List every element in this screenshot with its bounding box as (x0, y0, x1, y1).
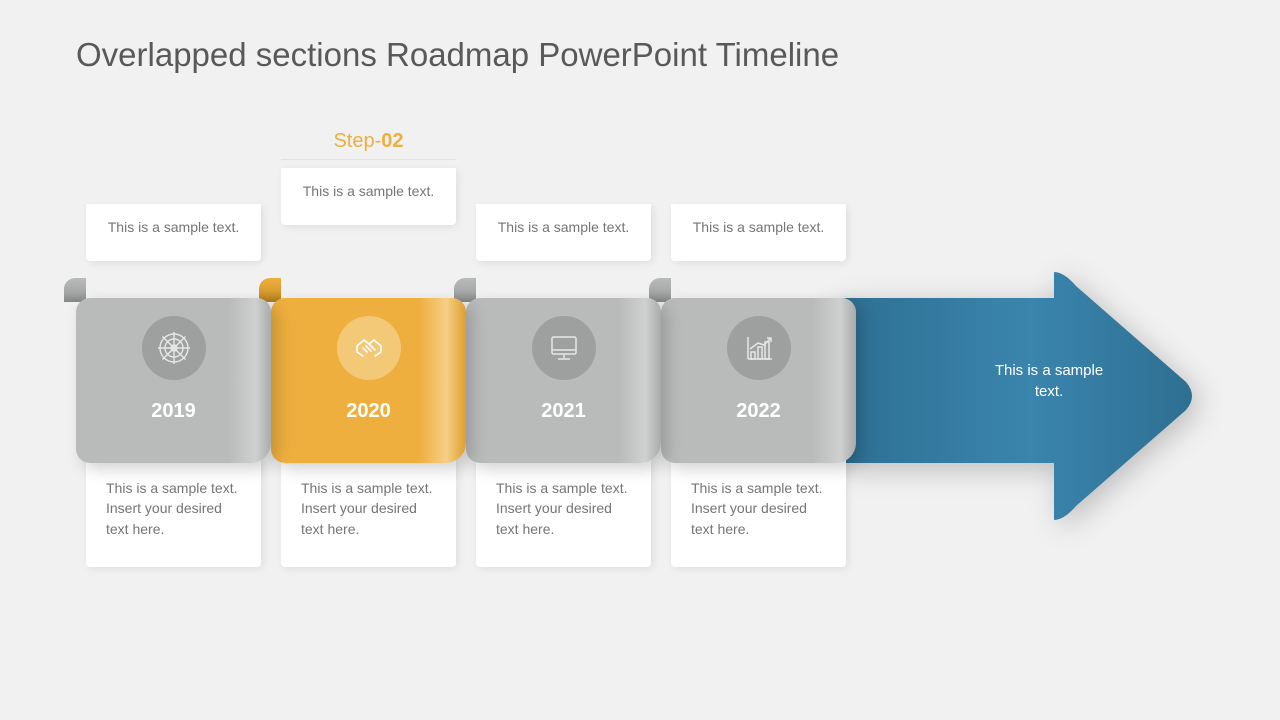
year-card: 2022 (661, 298, 856, 463)
upper-text: This is a sample text. (689, 218, 828, 237)
lower-text: This is a sample text. Insert your desir… (301, 478, 436, 539)
monitor-icon (532, 316, 596, 380)
slide-title: Overlapped sections Roadmap PowerPoint T… (76, 36, 839, 74)
year-label: 2020 (271, 400, 466, 423)
upper-card: This is a sample text. (86, 204, 261, 261)
upper-text: This is a sample text. (104, 218, 243, 237)
year-card: 2020 (271, 298, 466, 463)
lower-text: This is a sample text. Insert your desir… (106, 478, 241, 539)
upper-text: This is a sample text. (299, 182, 438, 201)
upper-card: This is a sample text. (671, 204, 846, 261)
lower-card: This is a sample text. Insert your desir… (281, 460, 456, 567)
lower-card: This is a sample text. Insert your desir… (86, 460, 261, 567)
target-icon (142, 316, 206, 380)
year-label: 2022 (661, 400, 856, 423)
lower-card: This is a sample text. Insert your desir… (476, 460, 651, 567)
arrow-text: This is a sample text. (994, 360, 1104, 402)
year-label: 2019 (76, 400, 271, 423)
card-fold (64, 278, 86, 302)
year-card: 2019 (76, 298, 271, 463)
lower-text: This is a sample text. Insert your desir… (496, 478, 631, 539)
handshake-icon (337, 316, 401, 380)
year-label: 2021 (466, 400, 661, 423)
lower-card: This is a sample text. Insert your desir… (671, 460, 846, 567)
chart-icon (727, 316, 791, 380)
timeline-container: This is a sample text. This is a sample … (76, 130, 1226, 670)
upper-text: This is a sample text. (494, 218, 633, 237)
year-card: 2021 (466, 298, 661, 463)
upper-card: This is a sample text. (281, 168, 456, 225)
step-label: Step-02 (281, 130, 456, 160)
lower-text: This is a sample text. Insert your desir… (691, 478, 826, 539)
upper-card: This is a sample text. (476, 204, 651, 261)
